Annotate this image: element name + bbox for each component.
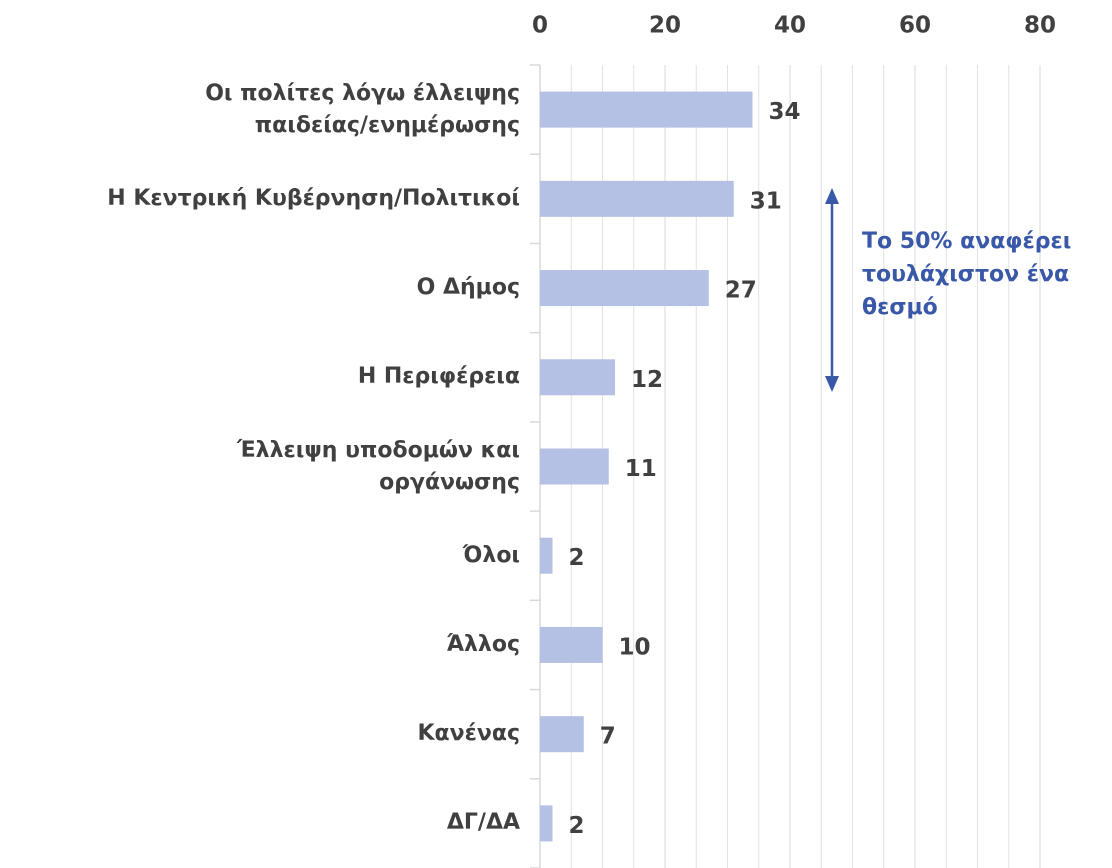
data-label: 27 — [725, 278, 757, 304]
x-tick-label: 60 — [899, 13, 931, 39]
x-tick-label: 0 — [532, 13, 548, 39]
y-tick-label: Όλοι — [462, 542, 520, 568]
y-tick-label: Κανένας — [417, 721, 520, 747]
y-tick-label: Άλλος — [446, 631, 520, 657]
y-tick-label: Έλλειψη υποδομών και οργάνωσης — [237, 437, 520, 495]
x-tick-label: 80 — [1024, 13, 1056, 39]
bar — [540, 270, 709, 307]
x-tick-label: 20 — [649, 13, 681, 39]
data-label: 31 — [750, 188, 782, 214]
bar — [540, 805, 553, 842]
arrow-head — [825, 376, 839, 392]
data-label: 11 — [625, 456, 657, 482]
bar — [540, 716, 584, 753]
bar — [540, 448, 609, 485]
x-tick-label: 40 — [774, 13, 806, 39]
data-label: 7 — [600, 724, 616, 750]
y-tick-label: Ο Δήμος — [416, 275, 520, 301]
arrow-head — [825, 188, 839, 204]
bar — [540, 91, 753, 128]
data-label: 10 — [619, 634, 651, 660]
y-tick-label: Η Περιφέρεια — [357, 364, 520, 390]
bar — [540, 537, 553, 574]
annotation: Το 50% αναφέρει τουλάχιστον ένα θεσμό — [862, 229, 1072, 320]
y-tick-label: Οι πολίτες λόγω έλλειψης παιδείας/ενημέρ… — [205, 80, 520, 138]
y-tick-label: Η Κεντρική Κυβέρνηση/Πολιτικοί — [107, 185, 520, 211]
bar — [540, 626, 603, 663]
bar — [540, 180, 734, 217]
data-label: 12 — [631, 367, 663, 393]
data-label: 2 — [569, 813, 585, 839]
y-tick-label: ΔΓ/ΔΑ — [446, 810, 520, 836]
data-label: 2 — [569, 545, 585, 571]
data-label: 34 — [769, 99, 801, 125]
bar — [540, 359, 615, 396]
